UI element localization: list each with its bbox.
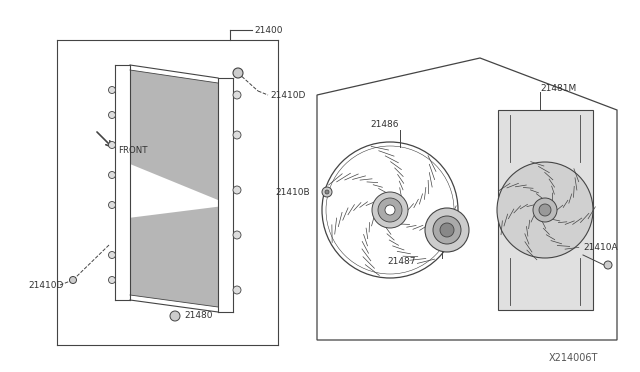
Circle shape [70,276,77,283]
Text: 21487: 21487 [387,257,415,266]
Circle shape [233,186,241,194]
Circle shape [233,91,241,99]
Circle shape [109,87,115,93]
Circle shape [385,205,395,215]
Text: 21410A: 21410A [583,243,618,251]
Text: 21410D: 21410D [270,90,305,99]
Polygon shape [130,70,218,200]
Circle shape [433,216,461,244]
Circle shape [322,187,332,197]
Circle shape [109,251,115,259]
Circle shape [233,231,241,239]
Text: 21410B: 21410B [275,187,310,196]
Circle shape [604,261,612,269]
Circle shape [109,202,115,208]
Circle shape [325,190,329,194]
Circle shape [372,192,408,228]
Text: X214006T: X214006T [549,353,598,363]
Circle shape [109,141,115,148]
Polygon shape [130,207,218,307]
Circle shape [109,171,115,179]
Circle shape [539,204,551,216]
Text: 21400: 21400 [254,26,282,35]
Circle shape [233,68,243,78]
Circle shape [233,286,241,294]
Circle shape [170,311,180,321]
Text: 21410D: 21410D [28,280,63,289]
Circle shape [109,276,115,283]
Bar [498,110,593,310]
Circle shape [378,198,402,222]
Text: 21480: 21480 [184,311,212,321]
Circle shape [233,131,241,139]
Text: 21481M: 21481M [540,83,576,93]
Circle shape [425,208,469,252]
Circle shape [440,223,454,237]
Circle shape [533,198,557,222]
Circle shape [109,112,115,119]
Text: 21486: 21486 [370,119,399,128]
Circle shape [497,162,593,258]
Text: FRONT: FRONT [118,145,147,154]
